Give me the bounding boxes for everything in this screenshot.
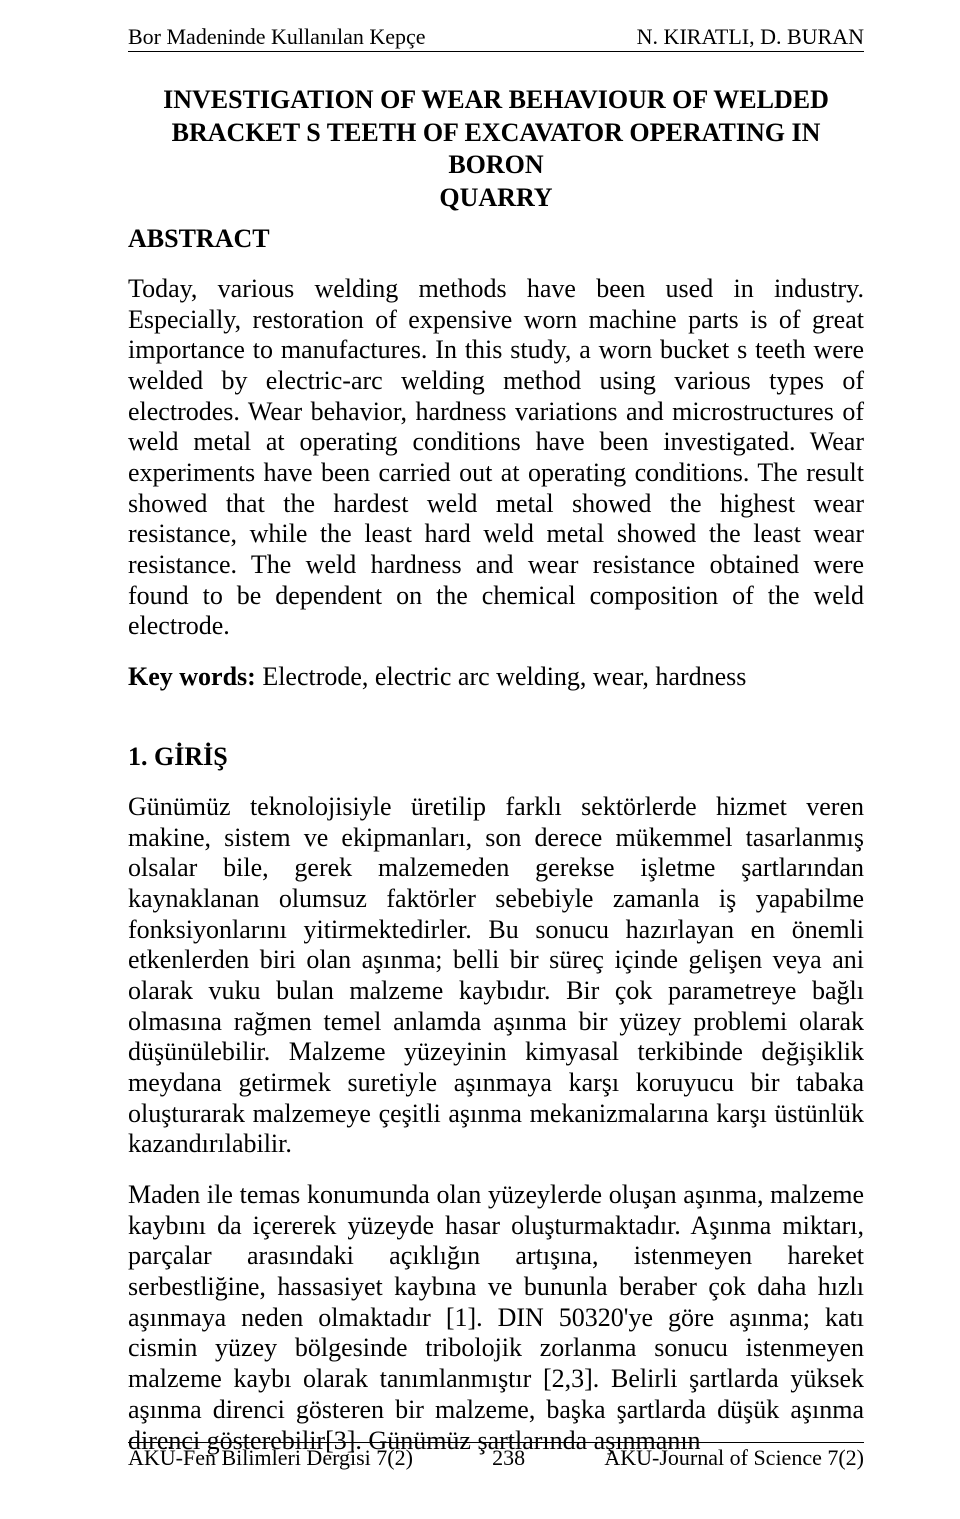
article-title: INVESTIGATION OF WEAR BEHAVIOUR OF WELDE…: [128, 84, 864, 214]
section-1-para-1: Günümüz teknolojisiyle üretilip farklı s…: [128, 792, 864, 1160]
abstract-text: Today, various welding methods have been…: [128, 274, 864, 642]
section-1-heading: 1. GİRİŞ: [128, 742, 864, 772]
keywords-label: Key words:: [128, 662, 256, 691]
page: Bor Madeninde Kullanılan Kepçe N. KIRATL…: [0, 0, 960, 1519]
running-footer: AKÜ-Fen Bilimleri Dergisi 7(2) 238 AKU-J…: [128, 1442, 864, 1471]
footer-right: AKU-Journal of Science 7(2): [604, 1445, 864, 1471]
keywords-text: Electrode, electric arc welding, wear, h…: [256, 662, 747, 691]
title-line-1: INVESTIGATION OF WEAR BEHAVIOUR OF WELDE…: [128, 84, 864, 117]
abstract-heading: ABSTRACT: [128, 224, 864, 254]
title-line-2: BRACKET S TEETH OF EXCAVATOR OPERATING I…: [128, 117, 864, 182]
running-header: Bor Madeninde Kullanılan Kepçe N. KIRATL…: [128, 24, 864, 52]
title-line-3: QUARRY: [128, 182, 864, 215]
header-left: Bor Madeninde Kullanılan Kepçe: [128, 24, 426, 50]
header-right: N. KIRATLI, D. BURAN: [637, 24, 864, 50]
keywords: Key words: Electrode, electric arc weldi…: [128, 662, 864, 692]
footer-page-number: 238: [492, 1445, 525, 1471]
footer-left: AKÜ-Fen Bilimleri Dergisi 7(2): [128, 1445, 413, 1471]
section-1-para-2: Maden ile temas konumunda olan yüzeylerd…: [128, 1180, 864, 1456]
